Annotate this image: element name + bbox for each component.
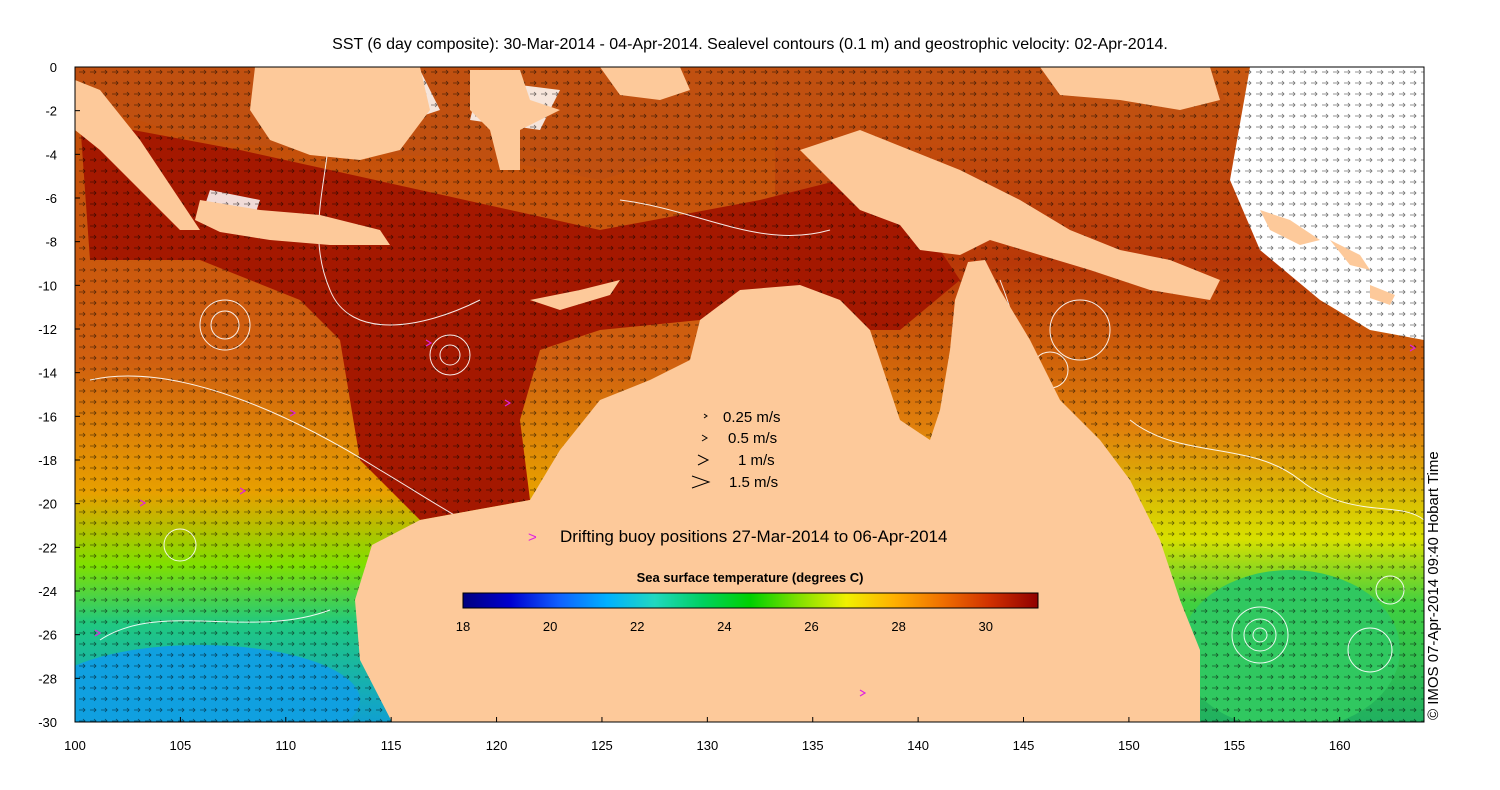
legend-arrow-025 [703,413,708,419]
land-new-guinea [800,130,1220,300]
x-tick-label: 110 [275,738,296,753]
legend-arrow-15 [691,475,711,489]
colorbar-tick-label: 18 [456,619,470,634]
colorbar-tick-label: 26 [804,619,818,634]
x-tick-label: 125 [591,738,613,753]
colorbar-scale [462,592,1039,609]
colorbar-tick-label: 30 [978,619,992,634]
y-tick-label: -18 [38,453,57,468]
velocity-legend: 0.25 m/s 0.5 m/s 1 m/s 1.5 m/s [691,409,781,491]
x-axis: 100 105 110 115 120 125 130 135 140 145 150 155 160 [64,717,1351,753]
x-tick-label: 160 [1329,738,1351,753]
land-sumatra [75,80,200,230]
land-sulawesi [470,70,560,170]
y-tick-label: -10 [38,278,57,293]
x-tick-label: 115 [381,738,402,753]
x-tick-label: 130 [696,738,718,753]
y-axis: 0 -2 -4 -6 -8 -10 -12 -14 -16 -18 -20 -22 -24 -26 -28 -… [38,60,80,730]
x-tick-label: 100 [64,738,86,753]
land-java [195,200,390,245]
y-tick-label: -16 [38,409,57,424]
y-tick-label: -12 [38,322,57,337]
land-north-islands [600,67,1220,110]
colorbar-tick-label: 20 [543,619,557,634]
legend-arrow-1 [697,454,710,466]
colorbar-title: Sea surface temperature (degrees C) [637,570,864,585]
y-tick-label: 0 [50,60,57,75]
y-tick-label: -30 [38,715,57,730]
colorbar: Sea surface temperature (degrees C) 18 20… [450,562,1050,640]
legend-arrow-05 [701,434,708,442]
x-tick-label: 145 [1013,738,1035,753]
buoy-markers [94,339,1417,697]
x-tick-label: 135 [802,738,824,753]
legend-label-15: 1.5 m/s [729,474,778,491]
buoy-symbol: > [528,529,537,546]
land-solomons [1260,210,1395,305]
x-tick-label: 120 [486,738,508,753]
land-timor [530,280,620,310]
colorbar-tick-label: 28 [891,619,905,634]
legend-label-05: 0.5 m/s [728,430,777,447]
x-tick-label: 150 [1118,738,1140,753]
y-tick-label: -6 [45,191,57,206]
colorbar-tick-label: 24 [717,619,731,634]
y-tick-label: -2 [45,104,57,119]
land-borneo [250,67,430,160]
plot-frame [74,66,1425,723]
colorbar-tick-label: 22 [630,619,644,634]
legend-label-025: 0.25 m/s [723,409,781,426]
y-tick-label: -14 [38,366,57,381]
buoy-legend-label: Drifting buoy positions 27-Mar-2014 to 0… [560,527,947,546]
y-tick-label: -22 [38,540,57,555]
colorbar-ticks: 18 20 22 24 26 28 30 [456,619,993,634]
y-tick-label: -26 [38,628,57,643]
legend-label-1: 1 m/s [738,452,775,469]
imos-credit: © IMOS 07-Apr-2014 09:40 Hobart Time [1425,451,1442,720]
y-tick-label: -20 [38,497,57,512]
y-tick-label: -28 [38,671,57,686]
x-tick-label: 155 [1223,738,1245,753]
y-tick-label: -8 [45,235,57,250]
map-title: SST (6 day composite): 30-Mar-2014 - 04-… [332,36,1168,53]
y-tick-label: -24 [38,584,57,599]
x-tick-label: 140 [907,738,929,753]
y-tick-label: -4 [45,147,57,162]
x-tick-label: 105 [170,738,192,753]
